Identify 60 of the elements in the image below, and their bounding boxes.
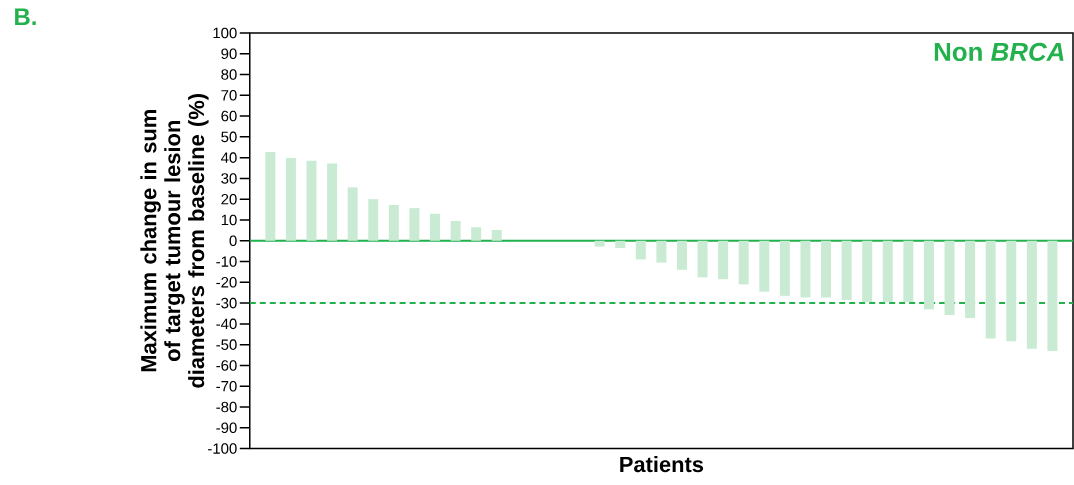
y-tick-label: 20 xyxy=(221,194,237,205)
bar xyxy=(409,208,420,241)
y-tick-label: -60 xyxy=(216,360,237,371)
y-tick-label: 40 xyxy=(221,152,237,164)
bar xyxy=(656,240,667,263)
y-tick-label: -100 xyxy=(208,443,237,455)
bar xyxy=(923,240,934,310)
y-tick-label: 80 xyxy=(221,69,237,81)
bar xyxy=(471,227,482,241)
bar xyxy=(738,240,749,285)
bar xyxy=(841,240,852,301)
bar xyxy=(1026,240,1037,350)
bar xyxy=(450,221,461,241)
bar xyxy=(327,163,338,241)
bar xyxy=(821,240,832,298)
bar xyxy=(759,240,770,292)
y-tick-label: -40 xyxy=(216,318,237,330)
y-tick-label: 30 xyxy=(221,173,237,184)
bar xyxy=(615,240,626,249)
y-tick-label: -10 xyxy=(216,256,237,268)
annotation: Non BRCA xyxy=(934,42,1064,62)
bar xyxy=(800,240,811,298)
bar xyxy=(594,240,605,247)
y-tick-label: -20 xyxy=(216,277,237,288)
y-tick-label: 50 xyxy=(221,131,237,143)
bar xyxy=(779,240,790,297)
bar xyxy=(265,152,276,241)
y-tick-label: 70 xyxy=(221,90,237,101)
y-tick-label: -70 xyxy=(216,381,237,392)
y-tick-label: 0 xyxy=(229,235,237,247)
bar xyxy=(430,213,440,241)
y-tick-label: 90 xyxy=(221,48,237,60)
bar xyxy=(491,230,502,241)
bar xyxy=(347,187,358,241)
y-tick-label: -30 xyxy=(216,298,237,309)
bar xyxy=(965,240,976,319)
bar xyxy=(306,160,317,241)
y-tick-label: 60 xyxy=(221,111,237,122)
y-tick-label: -90 xyxy=(216,422,237,434)
bar xyxy=(368,199,379,241)
bar xyxy=(944,240,955,316)
y-axis-title: Maximum change in sum of target tumour lesion diameters from baseline (%) xyxy=(140,94,209,388)
bar xyxy=(388,205,399,241)
bar xyxy=(985,240,996,339)
bar xyxy=(903,240,914,303)
text: B. xyxy=(15,8,36,26)
bar xyxy=(635,240,646,260)
bar xyxy=(718,240,729,280)
x-axis-title: Patients xyxy=(620,456,704,473)
bar xyxy=(285,158,296,241)
bar xyxy=(1047,240,1058,352)
y-tick-label: 10 xyxy=(221,214,237,226)
bar xyxy=(882,240,893,303)
bar xyxy=(862,240,873,303)
y-tick-label: 100 xyxy=(213,27,237,39)
y-tick-label: -50 xyxy=(216,339,237,351)
bar xyxy=(697,240,708,278)
y-tick-label: -80 xyxy=(216,401,237,413)
bar xyxy=(676,240,687,271)
bar xyxy=(1006,240,1017,342)
